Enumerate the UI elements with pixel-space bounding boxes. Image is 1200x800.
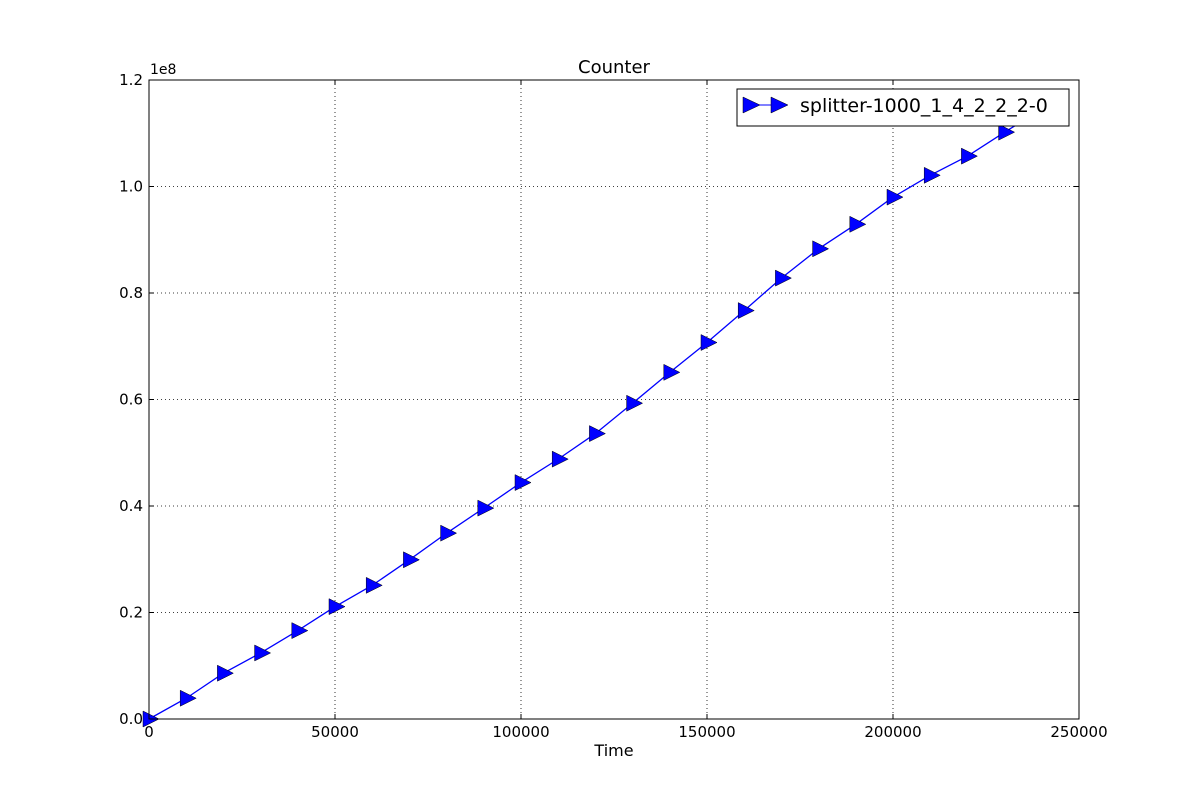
data-point-marker [365,576,383,594]
data-point-marker [961,147,978,165]
x-tick-label: 150000 [678,723,735,741]
x-tick-label: 50000 [311,723,359,741]
data-point-marker [477,499,495,517]
legend-marker-icon [742,96,761,114]
data-point-marker [440,524,458,542]
data-point-marker [254,644,272,662]
series-layer [142,123,1017,728]
data-point-marker [737,302,755,319]
data-point-marker [626,394,644,412]
x-tick-label: 0 [144,723,154,741]
x-tick-label: 100000 [492,723,549,741]
data-point-marker [291,622,309,640]
x-tick-label: 250000 [1050,723,1107,741]
data-point-marker [217,664,234,682]
data-point-marker [551,450,569,468]
legend-marker-icon [770,96,789,114]
data-point-marker [663,363,681,381]
data-point-marker [775,269,792,287]
data-point-marker [514,474,532,491]
y-axis-multiplier: 1e8 [150,62,176,78]
y-tick-label: 0.6 [119,391,143,409]
data-point-marker [886,188,904,206]
series-line [148,124,1017,720]
y-tick-label: 0.2 [119,604,143,622]
data-point-marker [849,215,867,233]
data-point-marker [700,334,718,351]
x-tick-label: 200000 [864,723,921,741]
data-point-marker [812,240,830,258]
data-point-marker [403,551,420,569]
y-tick-label: 0.4 [119,497,143,515]
legend-box [736,88,1070,127]
data-point-marker [998,123,1016,141]
y-tick-label: 0.0 [119,710,143,728]
y-tick-label: 1.0 [119,178,143,196]
data-point-marker [179,689,197,707]
axis-ticks: 0 50000 100000 150000 200000 250000 0.0 0.2 0.4 0… [119,71,1107,741]
data-point-marker [589,425,606,442]
grid-lines [149,80,1079,719]
y-tick-label: 1.2 [119,71,143,89]
y-tick-label: 0.8 [119,284,143,302]
data-point-marker [328,598,346,616]
x-axis-label: Time [593,741,633,760]
legend-entry-label: splitter-1000_1_4_2_2_2-0 [800,95,1048,117]
data-point-marker [923,166,941,184]
chart-title: Counter [578,57,651,78]
legend: splitter-1000_1_4_2_2_2-0 [736,88,1070,127]
